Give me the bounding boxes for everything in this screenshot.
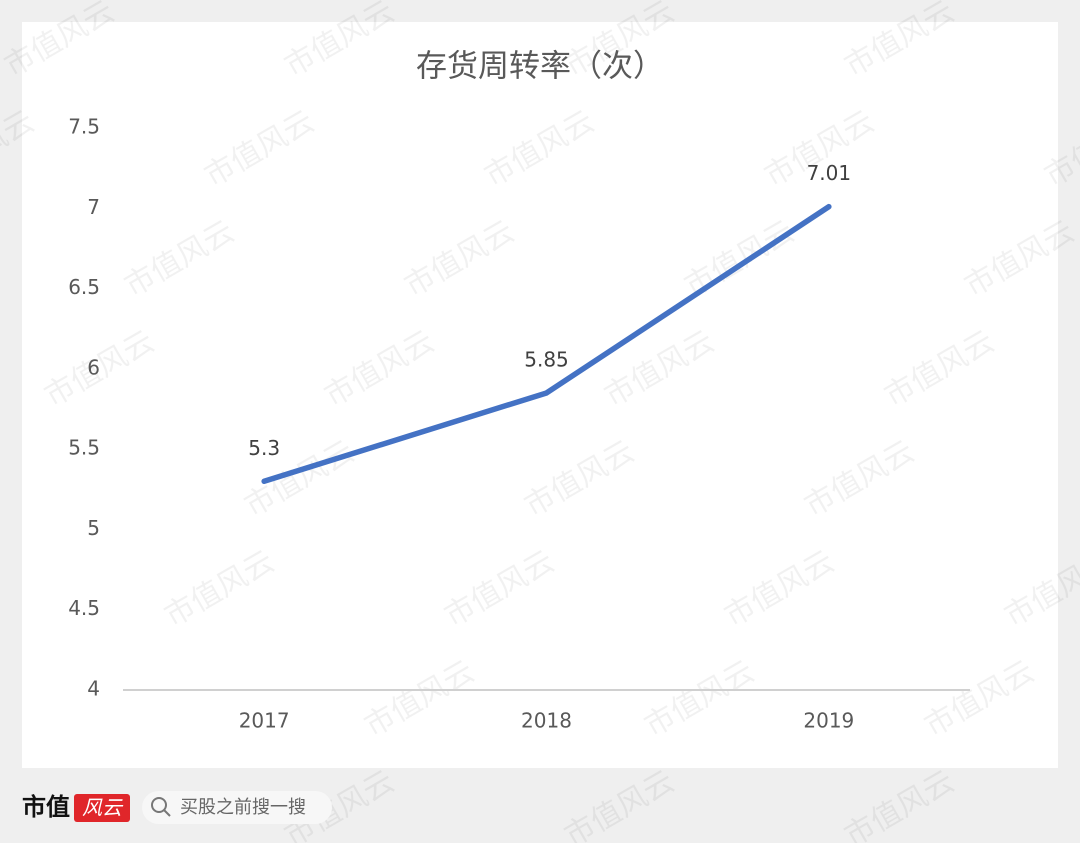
logo-badge: 风云: [82, 796, 124, 820]
data-line: [261, 203, 832, 485]
logo-badge-bg: [74, 794, 130, 822]
watermark: 市值风云: [559, 764, 680, 843]
chart-title: 存货周转率（次）: [416, 49, 664, 85]
data-label: 7.01: [807, 161, 852, 185]
plot-area: 4 4.5 5 5.5 6 6.5 7 7.5 2017 2018 2019 5.3 5.85 7.01: [68, 115, 854, 733]
y-tick-label: 5: [87, 516, 100, 540]
search-icon: [151, 797, 167, 813]
x-tick-label: 2018: [521, 709, 572, 733]
watermark: 市值风云: [839, 764, 960, 843]
y-tick-label: 4: [87, 677, 100, 701]
search-box[interactable]: [142, 791, 332, 824]
logo-text: 市值: [22, 793, 70, 821]
y-tick-label: 7.5: [68, 115, 100, 139]
search-placeholder: 买股之前搜一搜: [180, 797, 306, 818]
y-tick-label: 4.5: [68, 596, 100, 620]
search-icon-handle: [163, 809, 171, 817]
y-tick-label: 6.5: [68, 275, 100, 299]
data-label: 5.3: [248, 436, 280, 460]
x-tick-label: 2017: [239, 709, 290, 733]
y-tick-label: 7: [87, 195, 100, 219]
data-label: 5.85: [524, 347, 569, 371]
y-tick-label: 6: [87, 355, 100, 379]
y-tick-label: 5.5: [68, 436, 100, 460]
x-tick-label: 2019: [803, 709, 854, 733]
